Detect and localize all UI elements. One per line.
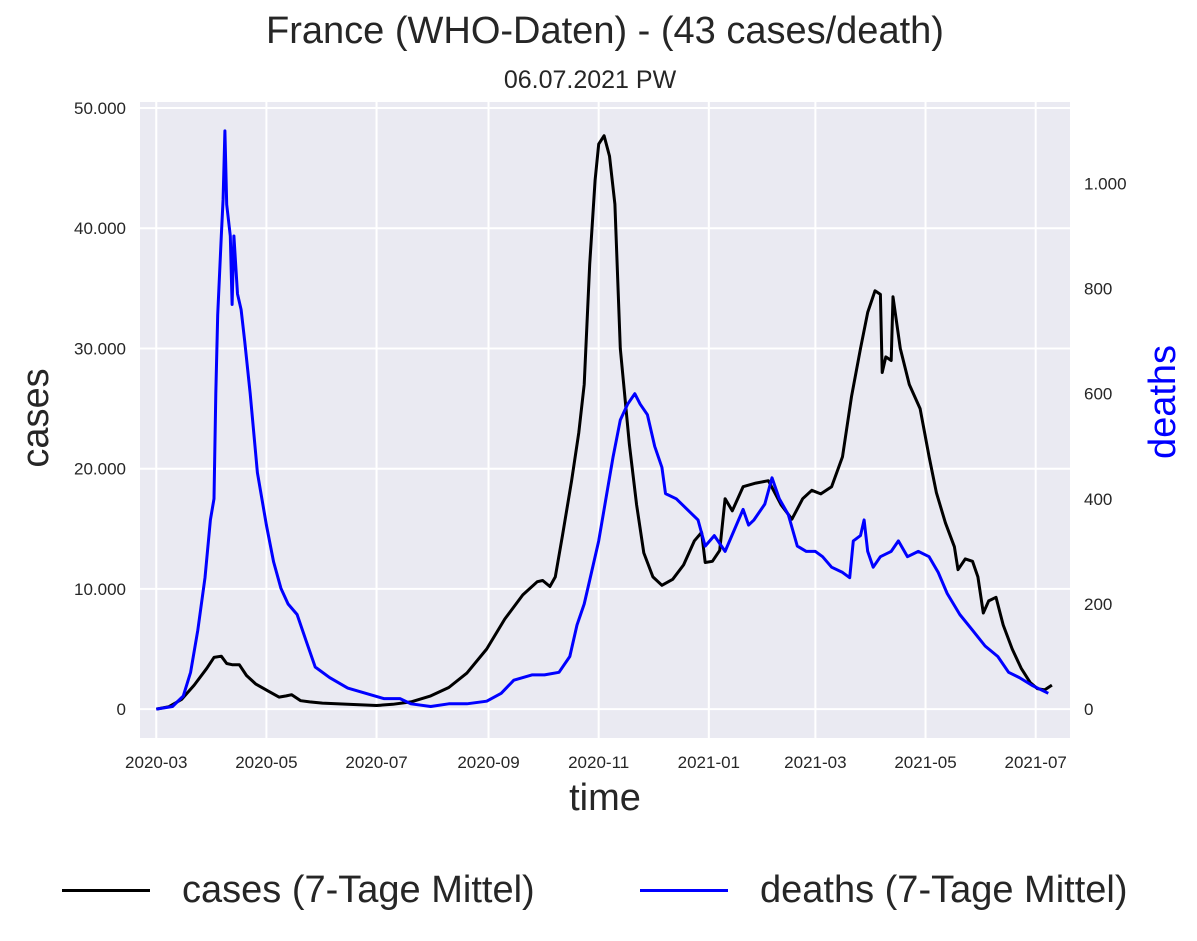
y-axis-label-left: cases bbox=[15, 368, 57, 467]
legend-label-cases: cases (7-Tage Mittel) bbox=[182, 868, 535, 911]
x-tick-label: 2020-03 bbox=[125, 753, 187, 772]
legend-item-cases: cases (7-Tage Mittel) bbox=[62, 862, 535, 918]
y-tick-label-right: 400 bbox=[1084, 490, 1112, 509]
y-tick-label-left: 30.000 bbox=[74, 339, 126, 358]
series-line-deaths bbox=[156, 129, 1049, 711]
tick-labels: 2020-03 2020-05 2020-07 2020-09 2020-11 2021-… bbox=[74, 99, 1127, 772]
chart-canvas: 2020-03 2020-05 2020-07 2020-09 2020-11 2021-… bbox=[15, 99, 1184, 819]
legend-item-deaths: deaths (7-Tage Mittel) bbox=[640, 862, 1128, 918]
x-tick-label: 2020-07 bbox=[345, 753, 407, 772]
series-line-cases bbox=[156, 134, 1053, 711]
y-axis-label-right: deaths bbox=[1142, 345, 1184, 459]
legend: cases (7-Tage Mittel) deaths (7-Tage Mit… bbox=[0, 862, 1197, 918]
y-tick-label-left: 0 bbox=[117, 700, 126, 719]
gridlines bbox=[140, 102, 1070, 738]
x-tick-label: 2020-11 bbox=[568, 753, 629, 772]
legend-label-deaths: deaths (7-Tage Mittel) bbox=[760, 868, 1128, 911]
x-tick-label: 2021-05 bbox=[894, 753, 956, 772]
x-tick-label: 2021-07 bbox=[1004, 753, 1066, 772]
y-tick-label-right: 800 bbox=[1084, 280, 1112, 299]
y-tick-label-right: 1.000 bbox=[1084, 174, 1127, 193]
chart-title: France (WHO-Daten) - (43 cases/death) bbox=[266, 10, 944, 52]
chart-subtitle: 06.07.2021 PW bbox=[503, 66, 677, 94]
x-axis-label: time bbox=[569, 777, 641, 819]
y-tick-label-right: 0 bbox=[1084, 700, 1093, 719]
x-tick-label: 2021-01 bbox=[678, 753, 740, 772]
y-tick-label-left: 40.000 bbox=[74, 219, 126, 238]
x-tick-label: 2020-05 bbox=[235, 753, 297, 772]
y-tick-label-left: 50.000 bbox=[74, 99, 126, 118]
y-tick-label-right: 200 bbox=[1084, 595, 1112, 614]
x-tick-label: 2021-03 bbox=[784, 753, 846, 772]
x-tick-label: 2020-09 bbox=[457, 753, 519, 772]
series-layer bbox=[156, 129, 1053, 711]
plot-area bbox=[140, 102, 1070, 738]
y-tick-label-right: 600 bbox=[1084, 385, 1112, 404]
y-tick-label-left: 20.000 bbox=[74, 460, 126, 479]
legend-swatch-cases bbox=[62, 888, 150, 892]
y-tick-label-left: 10.000 bbox=[74, 580, 126, 599]
legend-swatch-deaths bbox=[640, 888, 728, 892]
